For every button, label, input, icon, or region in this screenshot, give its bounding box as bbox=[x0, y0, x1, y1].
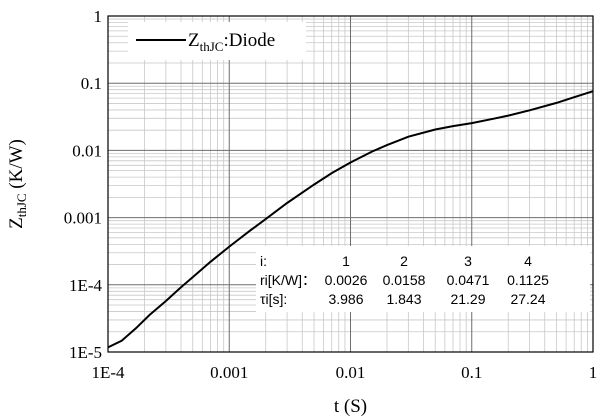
x-axis-label: t (S) bbox=[334, 396, 367, 417]
y-tick-label: 1E-5 bbox=[69, 343, 102, 362]
series-line-zthjc-diode bbox=[107, 90, 594, 349]
legend-entry-main: Z bbox=[188, 30, 200, 51]
table-cell: 0.0471 bbox=[447, 272, 490, 288]
legend: ZthJC:Diode bbox=[136, 30, 275, 54]
y-axis-label-unit: (K/W) bbox=[6, 139, 27, 193]
y-axis-label: ZthJC (K/W) bbox=[6, 139, 29, 229]
plot-frame bbox=[107, 15, 594, 353]
y-tick-label: 0.1 bbox=[81, 74, 102, 93]
legend-entry: ZthJC:Diode bbox=[188, 30, 275, 54]
table-row-label: ri[K/W]： bbox=[260, 272, 316, 288]
legend-entry-subscript: thJC bbox=[200, 39, 224, 54]
x-tick-label: 0.01 bbox=[336, 363, 366, 382]
y-tick-label: 1E-4 bbox=[69, 276, 103, 295]
table-cell: 0.0158 bbox=[383, 272, 426, 288]
y-tick-label: 1 bbox=[94, 7, 103, 26]
y-tick-label: 0.001 bbox=[64, 209, 102, 228]
parameter-table: i: 1 2 3 4 ri[K/W]： 0.0026 0.0158 0.0471 0.1125 τi… bbox=[260, 253, 549, 307]
x-tick-labels: 1E-4 0.001 0.01 0.1 1 bbox=[91, 363, 597, 382]
table-column-header: 4 bbox=[524, 253, 532, 269]
table-cell: 0.1125 bbox=[507, 272, 549, 288]
x-tick-label: 0.001 bbox=[210, 363, 248, 382]
table-cell: 27.24 bbox=[510, 291, 545, 307]
table-row-label: τi[s]: bbox=[260, 291, 287, 307]
table-column-header: 3 bbox=[464, 253, 472, 269]
table-cell: 3.986 bbox=[328, 291, 363, 307]
table-column-header: 2 bbox=[400, 253, 408, 269]
x-tick-label: 0.1 bbox=[461, 363, 482, 382]
legend-entry-suffix: :Diode bbox=[223, 30, 275, 51]
table-header-label: i: bbox=[260, 253, 267, 269]
table-column-header: 1 bbox=[342, 253, 350, 269]
x-tick-label: 1E-4 bbox=[91, 363, 125, 382]
y-tick-labels: 1E-5 1E-4 0.001 0.01 0.1 1 bbox=[64, 7, 103, 362]
y-tick-label: 0.01 bbox=[72, 141, 102, 160]
parameter-table-background bbox=[256, 246, 590, 312]
y-axis-label-main: Z bbox=[6, 217, 27, 229]
table-cell: 1.843 bbox=[386, 291, 421, 307]
table-cell: 0.0026 bbox=[325, 272, 368, 288]
table-cell: 21.29 bbox=[450, 291, 485, 307]
y-axis-label-subscript: thJC bbox=[14, 193, 29, 217]
x-tick-label: 1 bbox=[589, 363, 598, 382]
